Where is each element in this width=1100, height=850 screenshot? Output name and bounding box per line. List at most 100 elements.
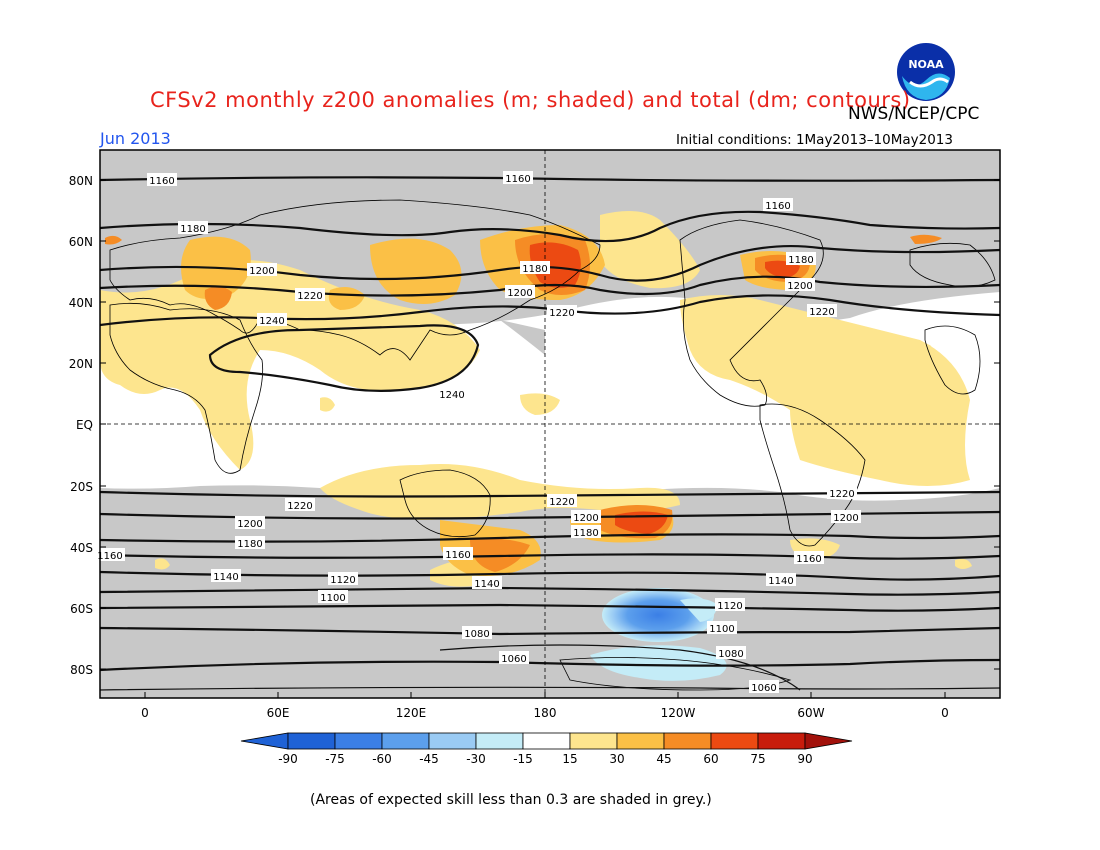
contour-label: 1160: [763, 198, 793, 212]
colorbar-tick-label: 90: [797, 752, 812, 766]
contour-label-bg: [247, 263, 277, 276]
contour-label-text: 1220: [297, 291, 322, 302]
map-fields: [100, 150, 1000, 698]
contour-label: 1200: [505, 285, 535, 299]
contour-label-bg: [520, 261, 550, 274]
colorbar-tick-label: -45: [419, 752, 439, 766]
contour-label-bg: [766, 573, 796, 586]
contour-label-bg: [547, 494, 577, 507]
contour-label: 1160: [794, 551, 824, 565]
lat-tick-label: EQ: [76, 418, 93, 432]
colorbar-tick-label: -75: [325, 752, 345, 766]
positive-anomaly-15-30: [100, 211, 972, 587]
noaa-logo: NOAA: [896, 42, 956, 102]
contour-label-bg: [503, 171, 533, 184]
contour-label: 1220: [547, 494, 577, 508]
colorbar-box: [287, 732, 336, 750]
contour-label: 1120: [328, 572, 358, 586]
contour-label-text: 1140: [768, 576, 793, 587]
lat-tick-label: 20S: [70, 480, 93, 494]
contour-label-text: 1160: [796, 554, 821, 565]
contour-label-bg: [794, 551, 824, 564]
lat-tick-label: 80N: [69, 174, 93, 188]
contour-label: 1200: [831, 510, 861, 524]
contour-label-bg: [95, 548, 125, 561]
contour-label-bg: [786, 252, 816, 265]
contour-label-bg: [571, 525, 601, 538]
contour-label-text: 1200: [507, 288, 532, 299]
contour-label-bg: [785, 278, 815, 291]
contour-label: 1080: [716, 646, 746, 660]
lon-tick-label: 60E: [267, 706, 290, 720]
contour-label-text: 1200: [249, 266, 274, 277]
contour-label-text: 1200: [237, 519, 262, 530]
colorbar-tick-label: -15: [513, 752, 533, 766]
contour-label: 1200: [235, 516, 265, 530]
contour-label-text: 1160: [149, 176, 174, 187]
contour-label-text: 1180: [788, 255, 813, 266]
lat-tick-label: 60S: [70, 602, 93, 616]
contour-label: 1180: [520, 261, 550, 275]
colorbar-tick-label: 45: [656, 752, 671, 766]
contour-label-bg: [472, 576, 502, 589]
skill-footnote: (Areas of expected skill less than 0.3 a…: [310, 792, 712, 808]
contour-label: 1220: [547, 305, 577, 319]
contour-label-bg: [716, 646, 746, 659]
org-label: NWS/NCEP/CPC: [848, 104, 980, 124]
lon-tick-label: 180: [534, 706, 557, 720]
contour-label: 1160: [443, 547, 473, 561]
contour-label-bg: [235, 536, 265, 549]
svg-text:NOAA: NOAA: [908, 58, 944, 71]
contour-label-text: 1220: [287, 501, 312, 512]
colorbar-box: [334, 732, 383, 750]
lon-tick-label: 0: [941, 706, 949, 720]
contour-label: 1220: [285, 498, 315, 512]
colorbar-box: [663, 732, 712, 750]
contour-label-text: 1080: [718, 649, 743, 660]
contour-label: 1100: [318, 590, 348, 604]
contour-label-text: 1160: [765, 201, 790, 212]
colorbar-tick-label: 30: [609, 752, 624, 766]
contour-label-bg: [318, 590, 348, 603]
contour-label-bg: [235, 516, 265, 529]
contour-label-bg: [437, 387, 467, 400]
colorbar-tick-label: 15: [562, 752, 577, 766]
contour-label-bg: [807, 304, 837, 317]
contour-lines: [100, 176, 1000, 672]
colorbar-tick-label: 75: [750, 752, 765, 766]
lat-tick-label: 20N: [69, 357, 93, 371]
contour-label: 1240: [437, 387, 467, 401]
contour-label: 1240: [257, 313, 287, 327]
contour-label-bg: [147, 173, 177, 186]
contour-label-bg: [571, 510, 601, 523]
contour-label-bg: [257, 313, 287, 326]
colorbar-tick-label: 60: [703, 752, 718, 766]
contour-label-text: 1160: [445, 550, 470, 561]
contour-label: 1220: [807, 304, 837, 318]
contour-label-text: 1120: [717, 601, 742, 612]
contour-label-text: 1060: [501, 654, 526, 665]
contour-label-text: 1240: [439, 390, 464, 401]
lat-tick-label: 40S: [70, 541, 93, 555]
contour-label-text: 1200: [833, 513, 858, 524]
contour-label-text: 1180: [573, 528, 598, 539]
contour-label: 1140: [766, 573, 796, 587]
contour-label: 1220: [295, 288, 325, 302]
colorbar-high-arrow: [804, 732, 853, 750]
latitude-axis: 80N 60N 40N 20N EQ 20S 40S 60S 80S: [69, 174, 1000, 677]
colorbar: -90 -75 -60 -45 -30 -15 15 30 45 60 75 90: [240, 732, 853, 766]
colorbar-box: [428, 732, 477, 750]
contour-label: 1220: [827, 486, 857, 500]
colorbar-tick-label: -90: [278, 752, 298, 766]
contour-label-text: 1060: [751, 683, 776, 694]
colorbar-box: [569, 732, 618, 750]
contour-label: 1180: [786, 252, 816, 266]
contour-label-text: 1140: [474, 579, 499, 590]
contour-label: 1060: [499, 651, 529, 665]
contour-label-bg: [547, 305, 577, 318]
contour-label: 1200: [785, 278, 815, 292]
lat-tick-label: 40N: [69, 296, 93, 310]
contour-label: 1140: [211, 569, 241, 583]
contour-label-bg: [462, 626, 492, 639]
contour-label-text: 1220: [549, 308, 574, 319]
